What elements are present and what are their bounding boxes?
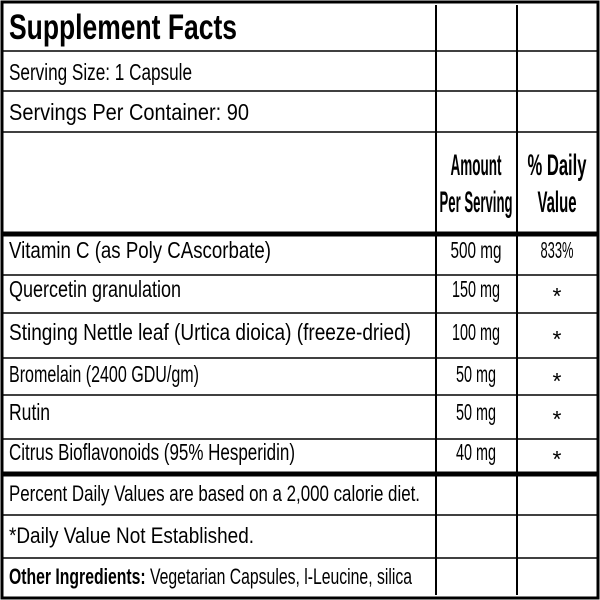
svg-text:*Daily Value Not Established.: *Daily Value Not Established.: [9, 523, 254, 548]
svg-text:50 mg: 50 mg: [456, 399, 496, 425]
svg-text:Stinging Nettle leaf (Urtica d: Stinging Nettle leaf (Urtica dioica) (fr…: [9, 319, 411, 345]
svg-text:Amount: Amount: [451, 149, 502, 182]
svg-text:100 mg: 100 mg: [452, 319, 500, 345]
svg-text:Rutin: Rutin: [9, 399, 50, 425]
svg-text:Servings Per Container: 90: Servings Per Container: 90: [9, 99, 249, 125]
svg-text:% Daily: % Daily: [528, 149, 587, 182]
svg-text:40 mg: 40 mg: [456, 439, 496, 465]
svg-text:Other Ingredients: Vegetarian: Other Ingredients: Vegetarian Capsules, …: [9, 564, 413, 589]
svg-text:Percent Daily Values are based: Percent Daily Values are based on a 2,00…: [9, 481, 420, 506]
svg-text:Serving Size: 1 Capsule: Serving Size: 1 Capsule: [9, 59, 192, 85]
svg-text:Bromelain (2400 GDU/gm): Bromelain (2400 GDU/gm): [9, 361, 199, 387]
svg-text:50 mg: 50 mg: [456, 361, 496, 387]
svg-text:Per Serving: Per Serving: [440, 186, 513, 219]
svg-text:Citrus Bioflavonoids (95% Hesp: Citrus Bioflavonoids (95% Hesperidin): [9, 439, 295, 465]
svg-text:*: *: [553, 283, 562, 309]
svg-text:*: *: [553, 406, 562, 432]
svg-text:Vitamin C (as Poly CAscorbate): Vitamin C (as Poly CAscorbate): [9, 237, 271, 263]
svg-text:150 mg: 150 mg: [452, 276, 500, 302]
svg-text:833%: 833%: [541, 237, 574, 263]
svg-text:*: *: [553, 368, 562, 394]
svg-text:*: *: [553, 326, 562, 352]
svg-text:500 mg: 500 mg: [451, 237, 502, 263]
svg-text:Supplement Facts: Supplement Facts: [9, 8, 237, 47]
svg-text:*: *: [553, 446, 562, 472]
svg-text:Value: Value: [538, 186, 577, 219]
svg-text:Quercetin granulation: Quercetin granulation: [9, 276, 181, 302]
